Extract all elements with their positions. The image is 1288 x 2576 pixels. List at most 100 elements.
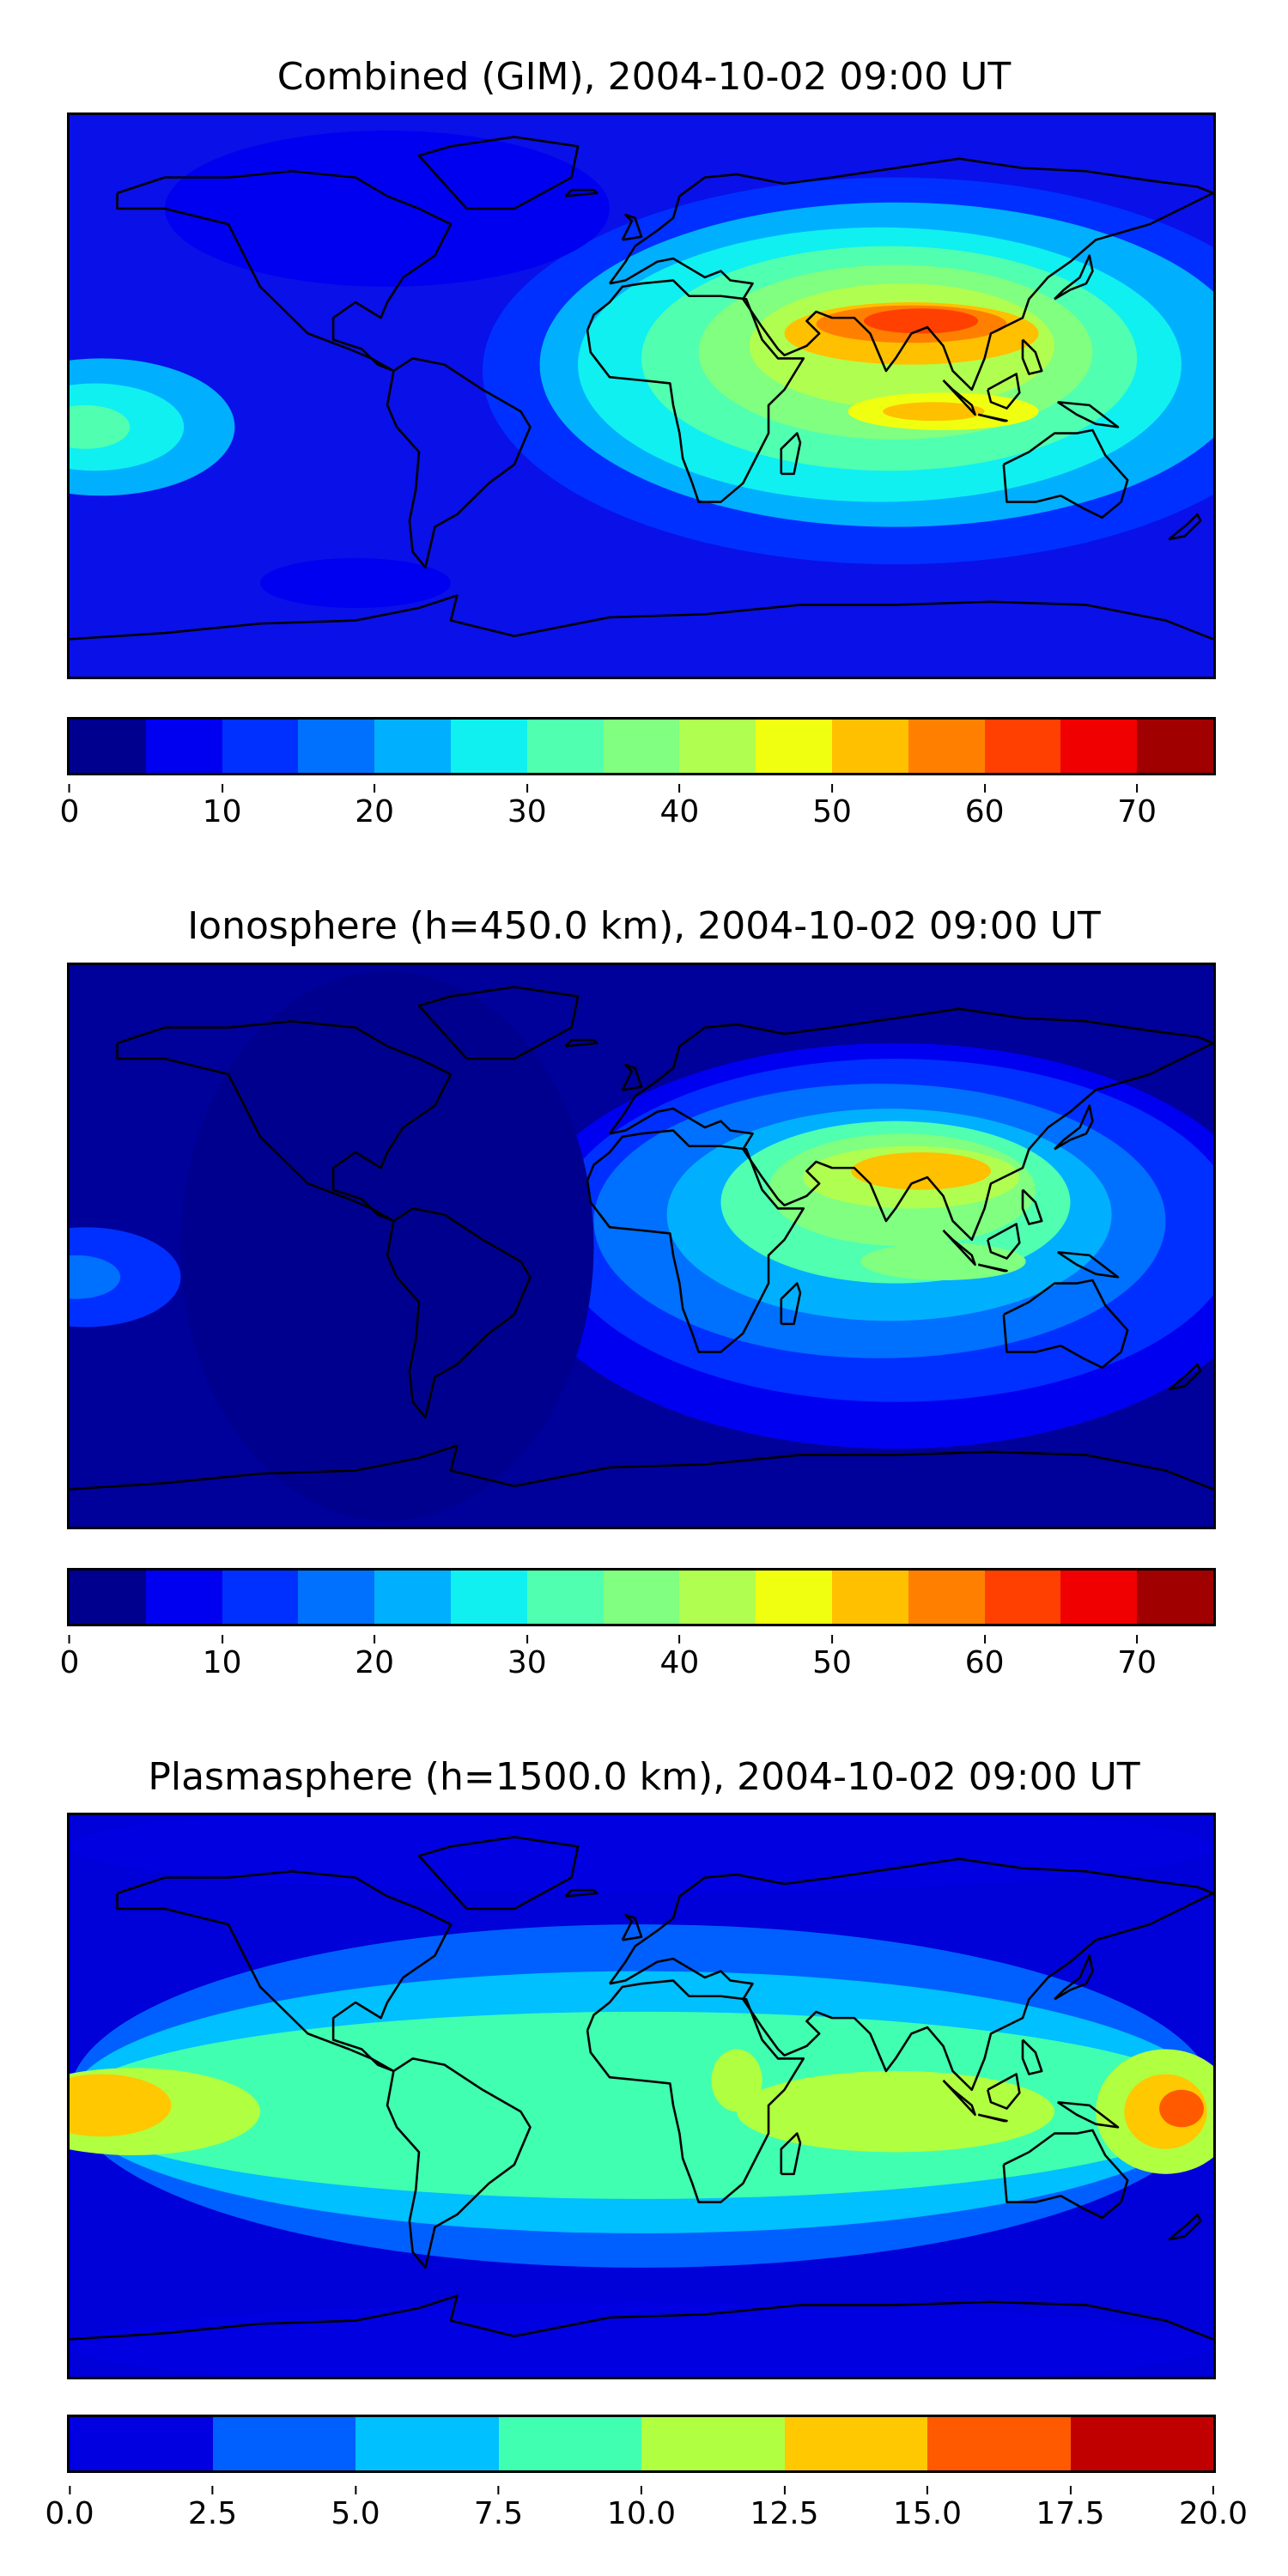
colorbar-tick-label: 20 — [355, 1635, 394, 1680]
coastline — [942, 379, 976, 416]
contour-region — [70, 1815, 1213, 1893]
colorbar-tick-label: 60 — [965, 784, 1005, 829]
contour-region — [883, 402, 985, 422]
coastline — [1168, 513, 1202, 541]
tick-mark — [831, 784, 833, 793]
tick-mark — [1136, 784, 1139, 793]
colorbar-segment — [641, 2417, 785, 2470]
colorbar — [67, 2415, 1216, 2473]
colorbar-tick-label: 70 — [1117, 1635, 1157, 1680]
tick-text: 5.0 — [331, 2496, 380, 2531]
contour-region — [863, 308, 979, 334]
coastline — [1021, 2038, 1043, 2075]
coastline — [977, 1263, 1008, 1273]
colorbar-tick-label: 40 — [659, 1635, 699, 1680]
tick-text: 50 — [812, 794, 852, 829]
colorbar-tick-label: 15.0 — [893, 2486, 962, 2531]
colorbar-tick-label: 20.0 — [1179, 2486, 1248, 2531]
tick-mark — [211, 2486, 214, 2494]
colorbar-tick-label: 50 — [812, 1635, 852, 1680]
colorbar-segment — [679, 1571, 756, 1624]
coastline — [417, 1836, 580, 1911]
tick-text: 30 — [507, 794, 547, 829]
tick-mark — [68, 2486, 70, 2494]
coastline — [1002, 428, 1129, 519]
colorbar-segment — [1060, 720, 1138, 773]
colorbar — [67, 717, 1216, 775]
tick-text: 50 — [812, 1645, 852, 1680]
colorbar-segment — [222, 1571, 299, 1624]
tick-mark — [374, 1635, 376, 1643]
map-plot — [67, 112, 1216, 679]
tick-text: 30 — [507, 1645, 547, 1680]
colorbar-tick-label: 0.0 — [45, 2486, 94, 2531]
contour-region — [70, 2011, 1213, 2199]
colorbar-segment — [1060, 1571, 1138, 1624]
tec-map — [70, 115, 1213, 677]
coastline — [564, 1888, 598, 1898]
panel-title: Ionosphere (h=450.0 km), 2004-10-02 09:0… — [187, 904, 1101, 948]
colorbar-segment — [450, 720, 527, 773]
colorbar-tick-label: 50 — [812, 784, 852, 829]
contour-region — [1159, 2089, 1204, 2128]
colorbar-segment — [70, 2417, 213, 2470]
colorbar-tick-label: 10 — [202, 784, 242, 829]
tec-map — [70, 1815, 1213, 2377]
coastline — [987, 2073, 1021, 2110]
coastline — [1054, 254, 1094, 301]
colorbar-tick-label: 0 — [59, 1635, 80, 1680]
tick-mark — [1136, 1635, 1139, 1643]
tick-mark — [783, 2486, 786, 2494]
coastline — [1057, 2100, 1120, 2129]
tick-text: 60 — [964, 1645, 1005, 1680]
coastline — [70, 2294, 1213, 2341]
colorbar-segment — [784, 2417, 927, 2470]
colorbar-tick-label: 60 — [964, 1635, 1005, 1680]
coastline — [386, 2057, 532, 2269]
tick-text: 10 — [202, 1645, 242, 1680]
coastline — [621, 213, 643, 241]
coastline — [386, 357, 532, 569]
tick-mark — [526, 1635, 528, 1643]
colorbar-segment — [145, 1571, 222, 1624]
colorbar-segment — [679, 720, 756, 773]
coastline — [1021, 1188, 1043, 1225]
colorbar-ticks: 0 10 20 30 40 50 60 70 — [60, 1635, 1216, 1698]
colorbar-tick-label: 7.5 — [474, 2486, 523, 2531]
tick-mark — [221, 1635, 223, 1643]
tick-text: 40 — [659, 794, 700, 829]
tick-text: 10 — [202, 794, 242, 829]
tick-mark — [374, 784, 376, 793]
tick-mark — [1069, 2486, 1072, 2494]
colorbar-segment — [374, 720, 451, 773]
coastline — [1002, 2129, 1129, 2219]
contour-region — [165, 131, 610, 287]
tick-text: 0 — [59, 1645, 80, 1680]
colorbar-tick-label: 2.5 — [188, 2486, 237, 2531]
tick-mark — [354, 2486, 356, 2494]
coastline — [1168, 1363, 1202, 1391]
colorbar-segment — [355, 2417, 499, 2470]
contour-region — [70, 404, 131, 449]
coastline — [70, 594, 1213, 641]
contour-region — [711, 2049, 762, 2112]
colorbar-segment — [831, 720, 908, 773]
colorbar-segment — [756, 1571, 832, 1624]
contour-region — [860, 1242, 1026, 1280]
colorbar-tick-label: 30 — [507, 784, 547, 829]
colorbar-segment — [222, 720, 299, 773]
contour-region — [180, 971, 594, 1521]
panel-title: Combined (GIM), 2004-10-02 09:00 UT — [276, 55, 1012, 99]
colorbar-ticks: 0.0 2.5 5.0 7.5 10.0 12.5 15.0 17.5 20.0 — [45, 2486, 1248, 2549]
tec-map — [70, 965, 1213, 1527]
colorbar-tick-label: 0 — [60, 784, 79, 829]
colorbar-segment — [450, 1571, 527, 1624]
colorbar-segment — [1137, 720, 1213, 773]
coastline — [780, 432, 802, 476]
colorbar-segment — [908, 1571, 985, 1624]
coastline — [564, 1038, 598, 1048]
map-plot — [67, 963, 1216, 1529]
coastline — [977, 413, 1008, 422]
tick-mark — [927, 2486, 928, 2494]
colorbar-tick-label: 40 — [659, 784, 700, 829]
